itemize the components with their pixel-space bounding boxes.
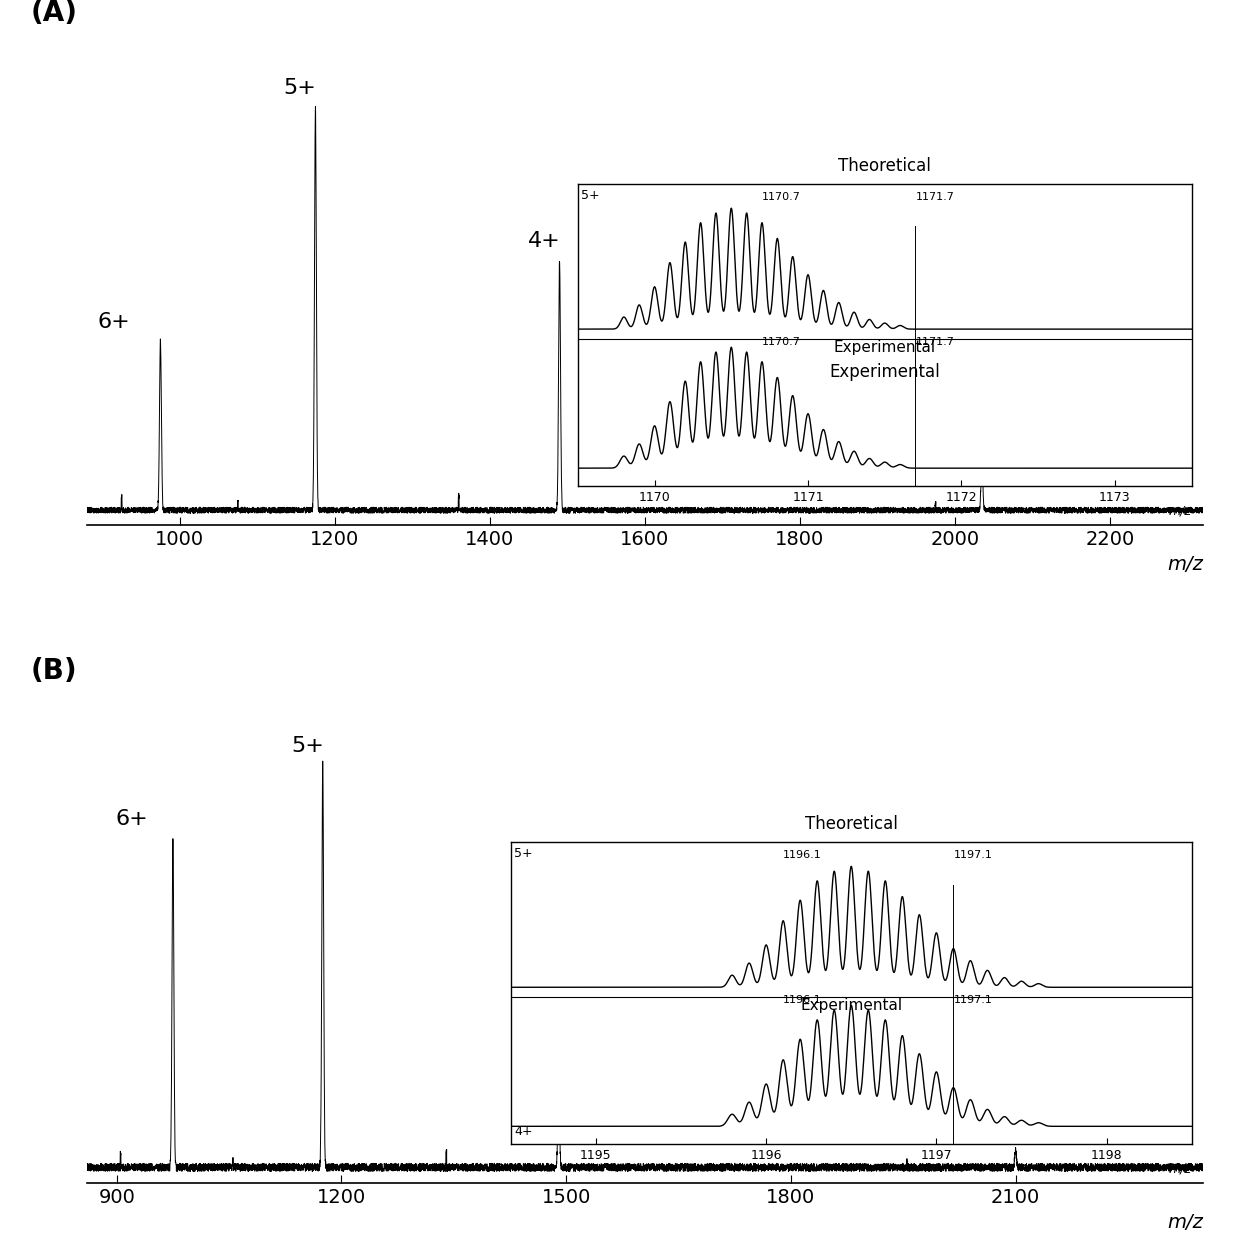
- Text: m/z: m/z: [1167, 554, 1203, 574]
- Text: (A): (A): [31, 0, 78, 26]
- Text: 6+: 6+: [115, 808, 148, 828]
- Text: 5+: 5+: [291, 737, 324, 757]
- Text: 5+: 5+: [284, 78, 316, 98]
- Text: (B): (B): [31, 657, 78, 685]
- Text: 3+: 3+: [1011, 1123, 1043, 1143]
- Text: 4+: 4+: [553, 1066, 587, 1087]
- Text: m/z: m/z: [1167, 1212, 1203, 1231]
- Text: 3+: 3+: [977, 433, 1009, 453]
- Text: 6+: 6+: [98, 312, 130, 332]
- Text: 4+: 4+: [528, 232, 560, 252]
